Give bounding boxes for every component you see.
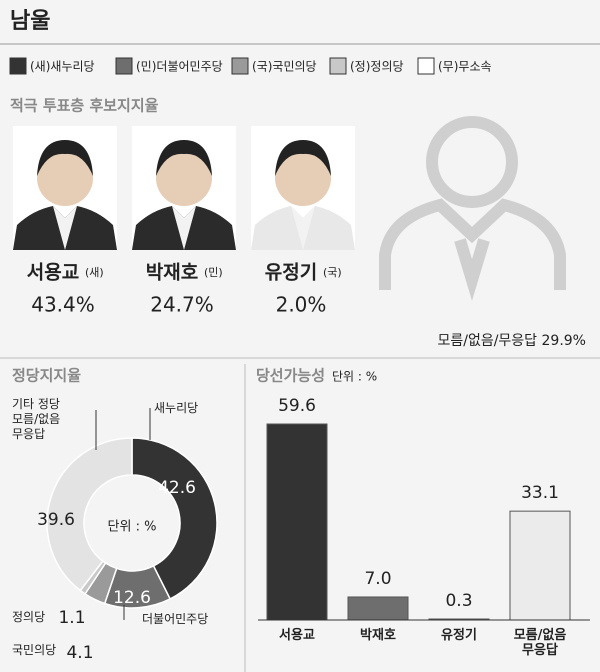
photo-head bbox=[37, 150, 93, 206]
data-label: 4.1 bbox=[66, 643, 93, 663]
category-label: 더불어민주당 bbox=[142, 612, 209, 626]
unit-label: 단위 : % bbox=[332, 370, 377, 384]
photo-head bbox=[156, 150, 212, 206]
candidate-photo bbox=[13, 126, 117, 250]
photo-hair bbox=[37, 140, 93, 176]
unit-label: 단위 : % bbox=[108, 520, 157, 535]
legend-swatch bbox=[329, 57, 347, 75]
candidate-name: 박재호 bbox=[146, 262, 198, 284]
data-label: 7.0 bbox=[364, 569, 391, 589]
data-label: 33.1 bbox=[521, 483, 559, 503]
legend-swatch bbox=[231, 57, 249, 75]
category-label: 서용교 bbox=[279, 628, 315, 643]
category-label: 유정기 bbox=[441, 628, 477, 643]
legend-label: (정)정의당 bbox=[350, 60, 404, 74]
page-title: 남울 bbox=[10, 9, 50, 34]
candidate-support: 24.7% bbox=[150, 293, 214, 317]
category-label: 새누리당 bbox=[154, 401, 199, 415]
candidate-party: (새) bbox=[85, 266, 104, 279]
data-label: 1.1 bbox=[58, 608, 85, 628]
category-label: 기타 정당 모름/없음 무응답 bbox=[12, 397, 61, 441]
data-label: 59.6 bbox=[278, 396, 316, 416]
chart-title: 당선가능성 bbox=[256, 367, 325, 385]
data-label: 12.6 bbox=[113, 588, 151, 608]
legend-label: (민)더불어민주당 bbox=[136, 60, 223, 74]
bar bbox=[509, 510, 571, 621]
candidate-name: 서용교 bbox=[27, 262, 79, 284]
other-support: 모름/없음/무응답 29.9% bbox=[437, 333, 586, 349]
legend-label: (국)국민의당 bbox=[252, 60, 317, 74]
legend-label: (새)새누리당 bbox=[30, 60, 95, 74]
photo-shirt bbox=[53, 206, 77, 250]
chart-title: 정당지지율 bbox=[12, 367, 81, 385]
data-label: 0.3 bbox=[445, 591, 472, 611]
photo-shirt bbox=[291, 206, 315, 250]
legend-swatch bbox=[115, 57, 133, 75]
pie-segment bbox=[46, 437, 133, 592]
legend-swatch bbox=[9, 57, 27, 75]
category-label: 국민의당 bbox=[12, 643, 57, 657]
candidate-photo bbox=[251, 126, 355, 250]
candidate-party: (국) bbox=[323, 266, 342, 279]
person-icon bbox=[379, 116, 566, 301]
data-label: 39.6 bbox=[37, 510, 75, 530]
photo-shirt bbox=[172, 206, 196, 250]
candidate-party: (민) bbox=[204, 266, 223, 279]
legend-swatch bbox=[417, 57, 435, 75]
candidate-name: 유정기 bbox=[265, 262, 317, 284]
section-title: 적극 투표층 후보지지율 bbox=[10, 97, 159, 115]
candidate-support: 2.0% bbox=[276, 293, 327, 317]
category-label: 정의당 bbox=[12, 610, 46, 624]
candidate-support: 43.4% bbox=[31, 293, 95, 317]
photo-head bbox=[275, 150, 331, 206]
legend-label: (무)무소속 bbox=[438, 60, 492, 74]
photo-hair bbox=[275, 140, 331, 176]
bar bbox=[347, 596, 409, 621]
data-label: 42.6 bbox=[158, 478, 196, 498]
category-label: 모름/없음 무응답 bbox=[513, 628, 567, 658]
bar bbox=[266, 423, 328, 621]
pie-segment bbox=[131, 437, 218, 600]
candidate-photo bbox=[132, 126, 236, 250]
photo-hair bbox=[156, 140, 212, 176]
category-label: 박재호 bbox=[360, 628, 396, 643]
